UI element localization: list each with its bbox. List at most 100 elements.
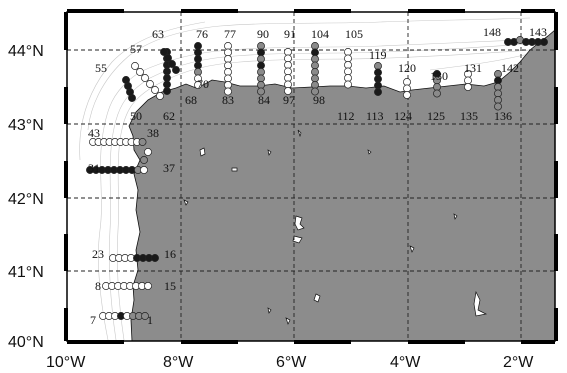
station-label-16: 16 xyxy=(164,247,176,261)
station-marker xyxy=(140,166,148,174)
station-marker xyxy=(194,48,202,57)
station-label-7: 7 xyxy=(90,313,96,327)
station-marker xyxy=(494,102,502,111)
station-marker xyxy=(494,96,502,104)
station-marker xyxy=(151,254,159,262)
station-label-50: 50 xyxy=(130,109,142,123)
station-marker xyxy=(257,48,265,57)
station-label-70: 70 xyxy=(197,77,209,91)
station-marker xyxy=(311,55,319,63)
station-marker xyxy=(374,68,382,77)
station-marker xyxy=(311,87,319,96)
station-marker xyxy=(344,67,352,76)
station-marker xyxy=(540,38,548,46)
station-marker xyxy=(403,78,411,86)
station-marker xyxy=(344,54,352,63)
station-label-1: 1 xyxy=(147,313,153,327)
station-label-76: 76 xyxy=(196,27,208,41)
station-label-43: 43 xyxy=(88,126,100,140)
station-marker xyxy=(172,66,180,74)
station-label-112: 112 xyxy=(337,109,355,123)
station-marker xyxy=(163,87,171,95)
station-marker xyxy=(374,81,382,90)
station-marker xyxy=(494,83,502,91)
station-marker xyxy=(224,55,232,63)
station-marker xyxy=(224,74,232,83)
station-marker xyxy=(224,48,232,57)
station-marker xyxy=(494,89,502,98)
latitude-labels: 44°N 43°N 42°N 41°N 40°N xyxy=(8,43,44,351)
station-marker xyxy=(374,62,382,70)
station-marker xyxy=(257,55,265,63)
station-label-98: 98 xyxy=(313,93,325,107)
station-marker xyxy=(257,42,265,50)
station-marker xyxy=(403,84,411,93)
station-marker xyxy=(284,54,292,63)
lat-label-41: 41°N xyxy=(8,264,44,281)
station-label-90: 90 xyxy=(257,27,269,41)
station-label-55: 55 xyxy=(95,61,107,75)
station-labels: 63 76 77 90 91 104 105 148 143 57 55 119… xyxy=(88,25,547,327)
station-marker xyxy=(144,148,152,156)
station-marker xyxy=(194,68,202,76)
lat-label-44: 44°N xyxy=(8,43,44,60)
station-marker xyxy=(160,48,168,56)
station-label-31: 31 xyxy=(88,161,100,175)
islands xyxy=(183,129,488,325)
station-marker xyxy=(194,81,202,89)
station-marker xyxy=(257,74,265,83)
lon-label-4w: 4°W xyxy=(390,354,421,371)
station-label-83: 83 xyxy=(222,93,234,107)
station-label-105: 105 xyxy=(345,27,363,41)
lon-label-2w: 2°W xyxy=(503,354,534,371)
station-marker xyxy=(311,68,319,76)
station-label-143: 143 xyxy=(529,25,547,39)
station-marker xyxy=(284,74,292,82)
station-marker xyxy=(284,80,292,89)
station-marker xyxy=(494,76,502,85)
station-marker xyxy=(168,60,176,68)
station-marker xyxy=(284,87,292,95)
lon-label-10w: 10°W xyxy=(46,354,86,371)
station-marker xyxy=(374,88,382,96)
station-marker xyxy=(311,42,319,50)
station-marker xyxy=(433,83,441,91)
station-marker xyxy=(257,87,265,96)
station-marker xyxy=(311,61,319,70)
station-label-63: 63 xyxy=(152,27,164,41)
station-marker xyxy=(311,81,319,89)
frame-scale-bars xyxy=(64,9,558,344)
station-label-148: 148 xyxy=(483,25,501,39)
station-marker xyxy=(257,81,265,89)
station-marker xyxy=(163,67,171,76)
station-marker xyxy=(141,312,149,320)
station-marker xyxy=(257,61,265,70)
station-marker xyxy=(144,282,152,290)
lon-label-8w: 8°W xyxy=(163,354,194,371)
station-marker xyxy=(284,61,292,69)
station-marker xyxy=(403,91,411,99)
station-marker xyxy=(138,138,147,146)
land-area xyxy=(128,29,556,342)
lat-label-40: 40°N xyxy=(8,334,44,351)
station-marker xyxy=(224,68,232,76)
station-label-8: 8 xyxy=(95,279,101,293)
station-marker xyxy=(374,75,382,83)
station-marker xyxy=(122,76,130,84)
station-label-113: 113 xyxy=(366,109,384,123)
station-label-15: 15 xyxy=(164,279,176,293)
station-marker xyxy=(194,61,202,70)
station-marker xyxy=(131,62,139,70)
station-marker xyxy=(284,67,292,76)
station-marker xyxy=(163,80,171,89)
lon-label-6w: 6°W xyxy=(276,354,307,371)
station-marker xyxy=(433,89,441,98)
graticule xyxy=(67,12,555,341)
station-marker xyxy=(151,86,159,94)
station-label-57: 57 xyxy=(130,42,142,56)
lat-label-43: 43°N xyxy=(8,117,44,134)
station-marker xyxy=(257,68,265,76)
station-label-125: 125 xyxy=(427,109,445,123)
station-label-135: 135 xyxy=(460,109,478,123)
